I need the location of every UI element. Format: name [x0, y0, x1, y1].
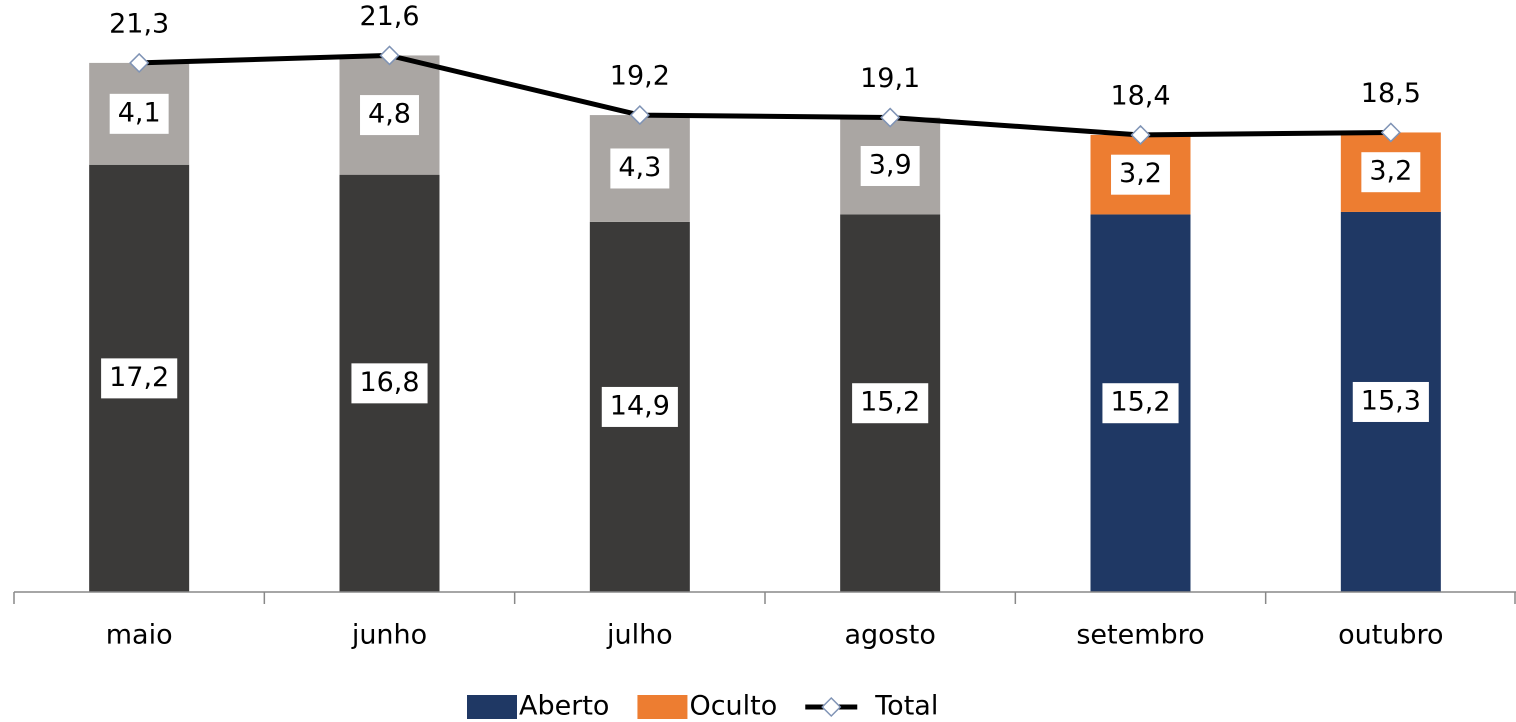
legend-marker [821, 696, 842, 718]
legend-label: Aberto [519, 691, 609, 722]
x-tick-label: junho [351, 620, 427, 651]
legend-item: Total [805, 691, 938, 722]
data-label: 4,8 [368, 99, 411, 130]
legend-label: Oculto [689, 691, 777, 722]
marker [880, 107, 901, 128]
label-box [109, 93, 169, 134]
data-label: 14,9 [610, 390, 670, 421]
marker [1380, 122, 1401, 143]
data-label: 19,2 [610, 61, 670, 92]
data-label: 15,2 [860, 387, 920, 418]
data-label: 4,3 [618, 152, 661, 183]
total-line [139, 52, 1391, 138]
data-label: 4,1 [118, 97, 161, 128]
legend-swatch [637, 695, 688, 719]
data-label: 3,9 [869, 149, 912, 180]
data-label: 21,6 [359, 1, 419, 32]
x-tick-label: setembro [1076, 620, 1204, 651]
label-box [1111, 154, 1170, 195]
data-label: 15,3 [1361, 385, 1421, 416]
label-box [610, 148, 670, 189]
label-box [852, 383, 929, 424]
label-box [351, 363, 428, 404]
data-label: 21,3 [109, 8, 169, 39]
legend-label: Total [874, 691, 938, 722]
data-label: 18,4 [1110, 80, 1170, 111]
data-label: 17,2 [109, 362, 169, 393]
data-label: 15,2 [1110, 387, 1170, 418]
data-label: 3,2 [1119, 158, 1162, 189]
legend-swatch [467, 695, 517, 719]
legend-item: Oculto [637, 691, 777, 722]
label-box [360, 95, 419, 136]
label-box [601, 386, 678, 427]
marker [379, 45, 400, 66]
label-box [1352, 381, 1429, 422]
label-box [1361, 152, 1421, 193]
label-box [101, 358, 178, 399]
x-tick-label: agosto [844, 620, 935, 651]
data-label: 16,8 [359, 367, 419, 398]
legend-item: Aberto [467, 691, 609, 722]
label-box [860, 145, 920, 186]
marker [129, 52, 150, 73]
x-tick-label: julho [606, 620, 673, 651]
data-label: 3,2 [1369, 156, 1412, 187]
x-tick-label: maio [106, 620, 173, 651]
data-label: 18,5 [1361, 78, 1421, 109]
x-tick-label: outubro [1338, 620, 1444, 651]
label-box [1102, 383, 1179, 424]
marker [1130, 124, 1151, 146]
marker [629, 105, 650, 126]
data-label: 19,1 [860, 63, 920, 94]
